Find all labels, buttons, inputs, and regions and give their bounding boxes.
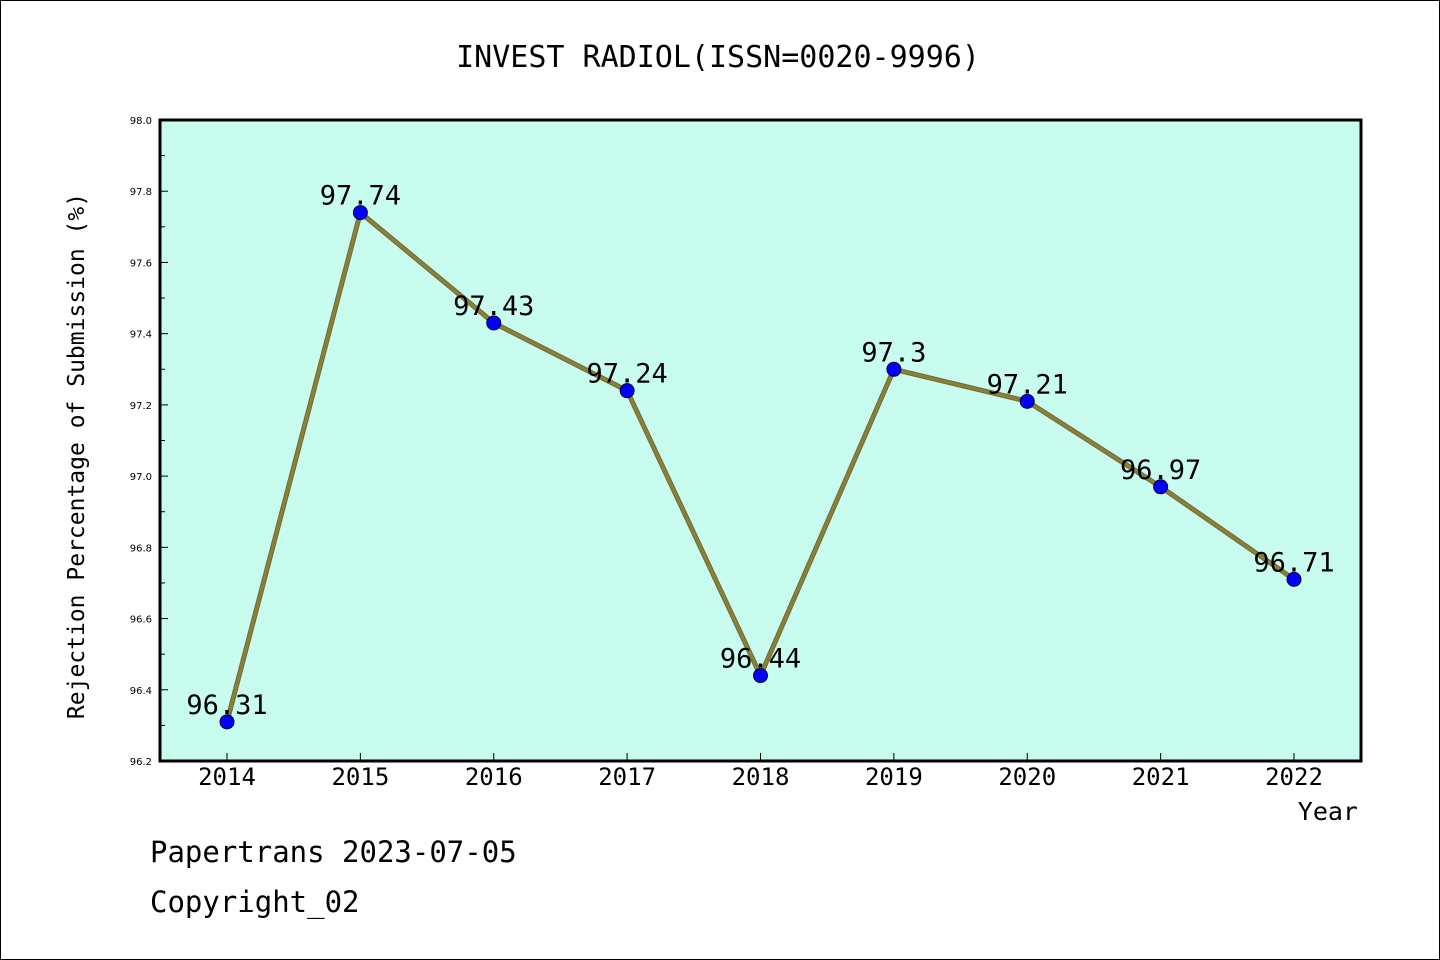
data-point: [352, 205, 368, 221]
data-point: [1153, 479, 1169, 495]
y-tick-label: 96.8: [130, 543, 152, 554]
data-label: 97.74: [320, 181, 401, 212]
x-tick-label: 2019: [865, 763, 923, 791]
y-tick-label: 98.0: [130, 116, 152, 127]
data-label: 97.3: [861, 337, 926, 368]
x-tick-label: 2021: [1132, 763, 1190, 791]
chart-title: INVEST RADIOL(ISSN=0020-9996): [456, 40, 980, 75]
data-label: 97.43: [453, 291, 534, 322]
data-point: [1286, 571, 1302, 587]
data-label: 97.21: [987, 369, 1068, 400]
data-value-labels: 96.31 97.74 97.43 97.24 96.44 97.3 97.21 96.97 9…: [186, 181, 1334, 721]
x-tick-label: 2018: [732, 763, 790, 791]
data-point: [886, 361, 902, 377]
y-tick-label: 96.6: [130, 615, 152, 626]
x-axis-ticks: 2014 2015 2016 2017 2018 2019 2020 2021 2022: [198, 753, 1323, 791]
footer-copyright: Copyright_02: [150, 885, 360, 919]
x-tick-label: 2015: [331, 763, 389, 791]
plot-area: [160, 120, 1361, 761]
data-label: 96.31: [186, 690, 267, 721]
data-point: [219, 714, 235, 730]
plot-border: [158, 118, 1363, 763]
y-tick-label: 96.2: [130, 757, 152, 768]
y-tick-label: 97.0: [130, 472, 152, 483]
y-tick-label: 97.6: [130, 258, 152, 269]
data-point: [753, 668, 768, 684]
x-tick-label: 2014: [198, 763, 256, 791]
footer-source-date: Papertrans 2023-07-05: [150, 835, 517, 869]
x-tick-label: 2016: [465, 763, 523, 791]
y-tick-label: 97.8: [130, 187, 152, 198]
data-label: 96.44: [720, 644, 801, 675]
data-markers: [219, 205, 1302, 730]
x-axis-label: Year: [1298, 797, 1358, 826]
y-tick-label: 97.4: [130, 330, 152, 341]
x-tick-label: 2020: [998, 763, 1056, 791]
x-tick-label: 2022: [1265, 763, 1323, 791]
y-axis-label: Rejection Percentage of Submission (%): [64, 193, 90, 719]
data-label: 96.71: [1253, 547, 1334, 578]
x-tick-label: 2017: [598, 763, 656, 791]
data-point: [486, 315, 502, 331]
data-label: 97.24: [586, 359, 667, 390]
data-point: [619, 383, 635, 399]
data-point: [1019, 393, 1035, 409]
data-label: 96.97: [1120, 455, 1201, 486]
y-tick-label: 97.2: [130, 401, 152, 412]
y-tick-label: 96.4: [130, 686, 152, 697]
